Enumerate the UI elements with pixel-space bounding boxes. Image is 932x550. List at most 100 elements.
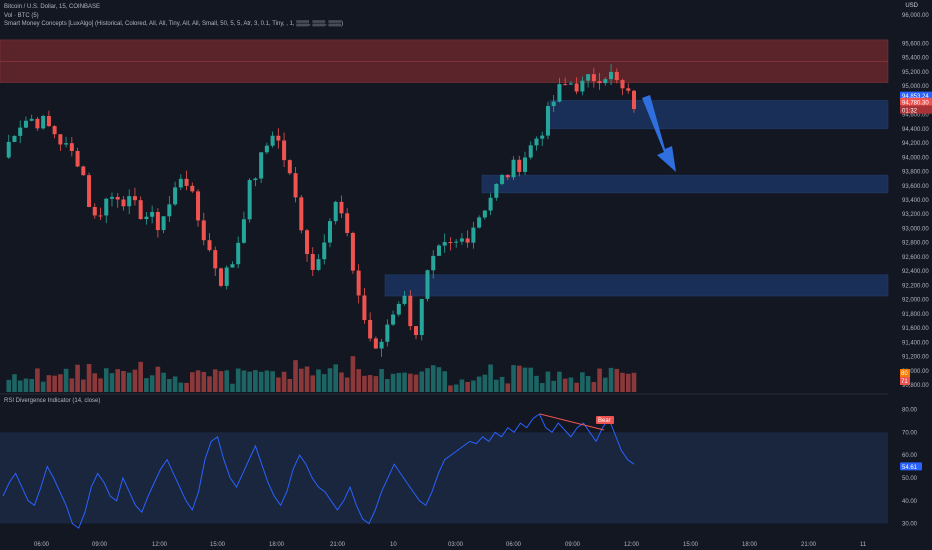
volume-bar	[247, 371, 252, 392]
volume-bar	[557, 371, 562, 392]
time-tick-label: 15:00	[683, 542, 699, 548]
candle-body	[58, 134, 63, 145]
volume-bar	[367, 375, 373, 392]
smc-legend: Smart Money Concepts [LuxAlgo] (Historic…	[4, 21, 344, 27]
candle-body	[201, 220, 206, 241]
volume-bar	[172, 376, 178, 392]
candle-body	[6, 141, 11, 158]
projection-arrow	[642, 95, 676, 172]
candle-body	[500, 175, 505, 184]
rsi-band	[0, 432, 888, 524]
time-tick-label: 21:00	[801, 542, 817, 548]
candle-body	[431, 255, 436, 271]
candle-body	[184, 178, 189, 186]
volume-bar	[385, 379, 390, 392]
candle-body	[350, 232, 355, 271]
candle-body	[115, 196, 120, 200]
volume-bar	[580, 372, 585, 392]
vol-badge-a-bg	[900, 369, 910, 377]
price-tick-label: 92,600.00	[902, 255, 929, 261]
volume-bar	[419, 371, 425, 392]
current-price-badge-bg	[900, 91, 932, 100]
candle-body	[322, 242, 327, 260]
candle-body	[425, 270, 430, 299]
price-tick-label: 93,200.00	[902, 212, 929, 218]
candle-body	[551, 101, 556, 107]
candle-body	[41, 115, 46, 129]
volume-bar	[608, 367, 614, 392]
candle-body	[339, 201, 344, 214]
candle-body	[391, 314, 396, 325]
volume-bar	[574, 382, 579, 392]
volume-bar	[310, 375, 316, 392]
volume-bar	[58, 374, 63, 392]
price-tick-label: 91,400.00	[902, 340, 929, 346]
volume-bar	[132, 369, 138, 392]
candle-body	[161, 216, 166, 231]
volume-bar	[597, 368, 602, 392]
volume-bar	[92, 373, 98, 392]
volume-bar	[46, 375, 52, 392]
price-tick-label: 91,000.00	[902, 369, 929, 375]
candle-body	[477, 217, 482, 228]
volume-bar	[591, 382, 597, 392]
candle-body	[92, 207, 97, 216]
volume-bar	[344, 377, 350, 392]
time-tick-label: 12:00	[624, 542, 640, 548]
volume-bar	[407, 373, 413, 392]
secondary-price-badge-bg	[900, 97, 932, 106]
candle-body	[35, 118, 40, 129]
candle-body	[408, 295, 413, 327]
secondary-price-badge: 94,780.30	[902, 100, 929, 106]
volume-bar	[235, 368, 241, 392]
volume-bar	[459, 379, 465, 392]
candle-body	[69, 143, 74, 151]
volume-bar	[321, 374, 327, 392]
candle-body	[511, 159, 516, 178]
candle-body	[620, 80, 625, 89]
candle-body	[465, 238, 470, 243]
candle-body	[603, 79, 608, 84]
candle-body	[356, 270, 361, 296]
rsi-line	[2, 413, 635, 529]
candle-body	[155, 212, 160, 231]
candle-body	[46, 115, 51, 127]
volume-bar	[121, 370, 126, 392]
price-tick-label: 93,000.00	[902, 226, 929, 232]
time-tick-label: 21:00	[330, 542, 346, 548]
price-tick-label: 93,800.00	[902, 170, 929, 176]
candle-body	[631, 90, 637, 109]
volume-bar	[373, 376, 379, 392]
volume-bar	[304, 366, 310, 392]
candle-body	[385, 324, 390, 342]
volume-bar	[190, 372, 195, 392]
volume-bar	[442, 371, 447, 392]
candle-body	[236, 242, 241, 265]
volume-bar	[126, 372, 132, 392]
candle-body	[436, 245, 441, 256]
candle-body	[52, 126, 57, 135]
candle-body	[597, 81, 602, 84]
rsi-value-badge: 54.61	[902, 465, 918, 471]
candle-body	[230, 264, 235, 268]
price-tick-label: 91,800.00	[902, 312, 929, 318]
candle-body	[574, 83, 579, 92]
volume-bar	[270, 371, 275, 392]
volume-bar	[327, 368, 333, 392]
bear-label-bg	[596, 415, 614, 424]
candle-body	[293, 173, 298, 198]
vol-badge-b-bg	[900, 377, 910, 385]
volume-bar	[482, 374, 488, 392]
volume-bar	[258, 371, 264, 392]
candle-body	[104, 198, 109, 216]
candle-body	[396, 303, 401, 315]
volume-bar	[52, 375, 57, 392]
rsi-title: RSI Divergence Indicator (14, close)	[4, 398, 101, 404]
price-tick-label: 95,400.00	[902, 56, 929, 62]
candle-body	[534, 138, 539, 146]
price-tick-label: 92,800.00	[902, 241, 929, 247]
volume-bar	[298, 368, 304, 392]
volume-bar	[17, 380, 23, 392]
volume-bar	[339, 372, 344, 392]
